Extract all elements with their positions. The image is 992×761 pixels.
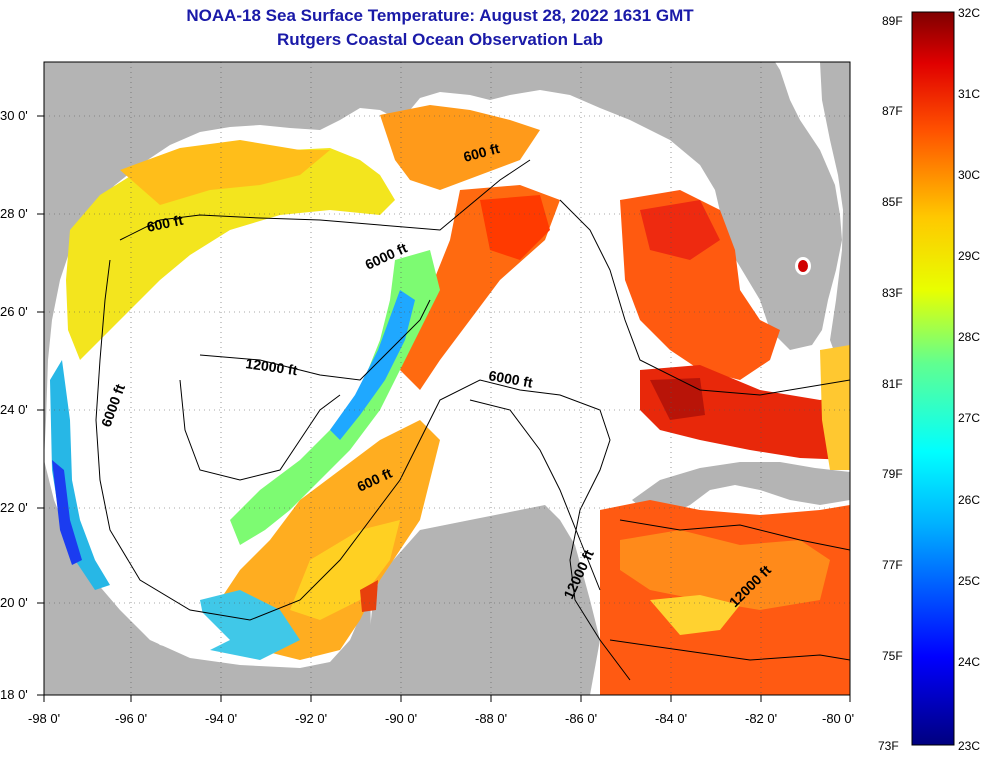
colorbar-c-label: 28C [958, 330, 980, 344]
colorbar-f-label: 81F [882, 377, 903, 391]
map-title: NOAA-18 Sea Surface Temperature: August … [186, 6, 694, 25]
lon-tick-label: -82 0' [745, 711, 777, 726]
bathymetry-contours [95, 159, 850, 681]
lat-tick-label: 18 0' [0, 687, 28, 702]
graticule [44, 62, 850, 695]
lat-tick-label: 20 0' [0, 595, 28, 610]
colorbar-f-label: 89F [882, 14, 903, 28]
lon-tick-label: -92 0' [295, 711, 327, 726]
map-subtitle: Rutgers Coastal Ocean Observation Lab [277, 30, 603, 49]
colorbar-c-label: 26C [958, 493, 980, 507]
colorbar-c-label: 27C [958, 411, 980, 425]
lat-tick-label: 24 0' [0, 402, 28, 417]
colorbar: 89F 87F 85F 83F 81F 79F 77F 75F 73F 32C … [878, 6, 980, 753]
lon-tick-label: -90 0' [385, 711, 417, 726]
lat-tick-label: 22 0' [0, 500, 28, 515]
lon-tick-label: -86 0' [565, 711, 597, 726]
colorbar-f-label: 73F [878, 739, 899, 753]
colorbar-c-label: 32C [958, 6, 980, 20]
lat-tick-label: 28 0' [0, 206, 28, 221]
lat-tick-label: 26 0' [0, 304, 28, 319]
colorbar-gradient [911, 11, 955, 746]
lon-tick-label: -98 0' [28, 711, 60, 726]
colorbar-f-label: 75F [882, 649, 903, 663]
contour-label: 6000 ft [487, 367, 534, 391]
colorbar-f-label: 77F [882, 558, 903, 572]
sst-patches [50, 105, 850, 695]
lat-tick-label: 30 0' [0, 108, 28, 123]
colorbar-f-label: 79F [882, 467, 903, 481]
contour-label: 600 ft [145, 212, 184, 235]
lon-tick-label: -88 0' [475, 711, 507, 726]
land [44, 62, 850, 695]
colorbar-c-label: 31C [958, 87, 980, 101]
lon-tick-label: -84 0' [655, 711, 687, 726]
colorbar-c-label: 29C [958, 249, 980, 263]
colorbar-c-label: 23C [958, 739, 980, 753]
lon-tick-label: -80 0' [822, 711, 854, 726]
map-frame [43, 61, 851, 696]
lon-tick-label: -96 0' [115, 711, 147, 726]
axis-ticks [37, 115, 851, 702]
colorbar-c-label: 30C [958, 168, 980, 182]
lon-tick-label: -94 0' [205, 711, 237, 726]
colorbar-c-label: 24C [958, 655, 980, 669]
colorbar-f-label: 83F [882, 286, 903, 300]
contour-label: 12000 ft [245, 355, 299, 378]
colorbar-f-label: 87F [882, 104, 903, 118]
colorbar-c-label: 25C [958, 574, 980, 588]
colorbar-f-label: 85F [882, 195, 903, 209]
